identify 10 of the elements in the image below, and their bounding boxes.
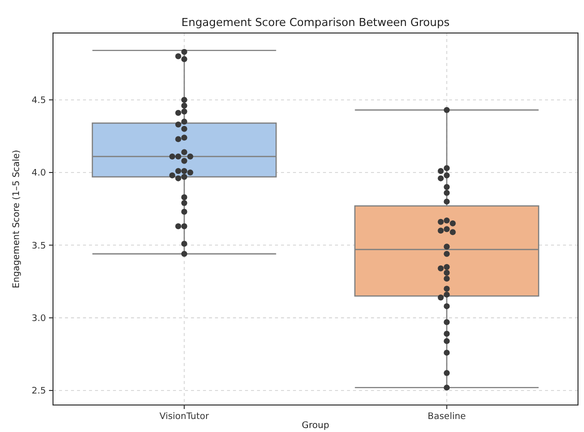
x-tick-label: Baseline: [428, 412, 466, 422]
x-tick-label: VisionTutor: [160, 412, 210, 422]
y-tick-label: 4.5: [32, 96, 46, 106]
chart-title: Engagement Score Comparison Between Groups: [181, 16, 450, 29]
x-axis-title: Group: [302, 421, 330, 431]
y-tick-label: 4.0: [32, 168, 46, 179]
y-axis-title: Engagement Score (1–5 Scale): [12, 150, 22, 288]
y-tick-label: 2.5: [32, 386, 46, 397]
y-tick-label: 3.5: [32, 241, 46, 252]
y-tick-label: 3.0: [32, 314, 46, 324]
